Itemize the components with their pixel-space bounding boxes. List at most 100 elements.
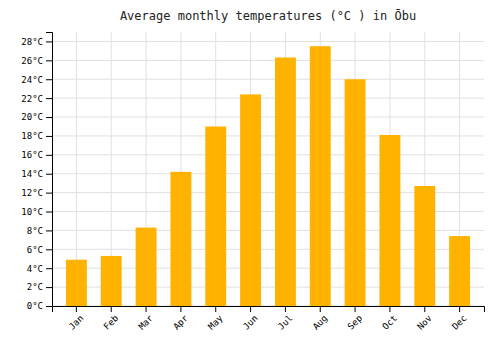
x-tick-label: Apr: [171, 313, 190, 332]
chart: 0°C 2°C 4°C 6°C 8°C 10°C 12°C 14°C 16°C 18°C 20°C 2…: [0, 0, 500, 350]
y-grid-line: [52, 154, 484, 155]
y-tick-label: 2°C: [27, 282, 43, 292]
x-tick: Jul: [276, 306, 295, 332]
x-tick-label: Jun: [241, 313, 260, 332]
y-tick-label: 26°C: [21, 56, 43, 66]
grid: [52, 32, 484, 306]
y-grid-line: [52, 60, 484, 61]
y-tick: 12°C: [21, 188, 52, 198]
x-tick: Sep: [346, 306, 365, 332]
x-tick-mark: [111, 306, 112, 312]
y-tick-mark: [46, 212, 52, 213]
y-tick: 6°C: [27, 245, 52, 255]
x-tick-mark: [389, 306, 390, 312]
y-tick-label: 20°C: [21, 112, 43, 122]
y-tick: 24°C: [21, 75, 52, 85]
y-tick: 2°C: [27, 282, 52, 292]
y-tick-label: 22°C: [21, 94, 43, 104]
x-tick-mark: [76, 306, 77, 312]
x-tick-mark: [180, 306, 181, 312]
y-tick: 16°C: [21, 150, 52, 160]
y-tick-mark: [46, 306, 52, 307]
y-tick-mark: [46, 249, 52, 250]
x-tick-mark: [355, 306, 356, 312]
x-tick-mark: [215, 306, 216, 312]
y-tick: 28°C: [21, 37, 52, 47]
plot: 0°C 2°C 4°C 6°C 8°C 10°C 12°C 14°C 16°C 18°C 20°C 2…: [21, 32, 484, 332]
y-grid-line: [52, 98, 484, 99]
x-tick-label: May: [206, 313, 225, 332]
y-tick-mark: [46, 287, 52, 288]
x-tick: Dec: [450, 306, 469, 332]
y-tick-label: 14°C: [21, 169, 43, 179]
bar: [101, 256, 122, 306]
y-tick-label: 24°C: [21, 75, 43, 85]
x-axis-line: [53, 307, 485, 313]
y-tick-mark: [46, 230, 52, 231]
y-tick-mark: [46, 41, 52, 42]
y-tick: 18°C: [21, 131, 52, 141]
x-tick: Aug: [311, 306, 330, 332]
x-tick: Oct: [380, 306, 399, 332]
x-tick: Feb: [102, 306, 121, 332]
bar: [414, 186, 435, 306]
x-tick-mark: [459, 306, 460, 312]
y-grid-line: [52, 79, 484, 80]
x-tick-label: Mar: [137, 313, 156, 332]
y-tick-label: 28°C: [21, 37, 43, 47]
y-tick-label: 12°C: [21, 188, 43, 198]
y-tick-label: 16°C: [21, 150, 43, 160]
bar: [170, 172, 191, 306]
x-tick-label: Oct: [380, 313, 399, 332]
bar: [136, 228, 157, 306]
x-tick-mark: [285, 306, 286, 312]
y-grid-line: [52, 117, 484, 118]
y-grid-line: [52, 173, 484, 174]
y-tick-label: 18°C: [21, 131, 43, 141]
y-tick-label: 0°C: [27, 301, 43, 311]
y-tick-label: 10°C: [21, 207, 43, 217]
y-tick: 26°C: [21, 56, 52, 66]
x-tick: Nov: [415, 306, 434, 332]
bar: [240, 94, 261, 306]
y-tick-mark: [46, 136, 52, 137]
y-tick-mark: [46, 117, 52, 118]
x-tick-label: Jul: [276, 313, 295, 332]
x-tick: Jun: [241, 306, 260, 332]
y-tick-mark: [46, 268, 52, 269]
bar: [205, 126, 226, 306]
x-tick-label: Jan: [67, 313, 86, 332]
x-tick: Jan: [67, 306, 86, 332]
y-tick: 14°C: [21, 169, 52, 179]
y-tick-mark: [46, 79, 52, 80]
y-grid-line: [52, 135, 484, 136]
x-tick-mark: [320, 306, 321, 312]
x-tick-label: Nov: [415, 313, 434, 332]
bars: [66, 46, 470, 306]
y-tick-mark: [46, 193, 52, 194]
x-axis: Jan Feb Mar Apr May Jun Jul Aug Sep Oct Nov Dec: [53, 306, 485, 332]
x-tick-label: Sep: [346, 313, 365, 332]
bar: [345, 79, 366, 306]
y-tick: 0°C: [27, 301, 52, 311]
y-tick-label: 4°C: [27, 264, 43, 274]
y-grid-line: [52, 41, 484, 42]
y-axis: 0°C 2°C 4°C 6°C 8°C 10°C 12°C 14°C 16°C 18°C 20°C 2…: [21, 33, 52, 312]
y-tick: 4°C: [27, 264, 52, 274]
y-tick: 8°C: [27, 226, 52, 236]
y-tick: 10°C: [21, 207, 52, 217]
y-tick: 20°C: [21, 112, 52, 122]
y-tick: 22°C: [21, 94, 52, 104]
y-tick-mark: [46, 60, 52, 61]
x-tick-label: Aug: [311, 313, 330, 332]
bar: [66, 260, 87, 306]
x-tick: Mar: [137, 306, 156, 332]
y-tick-mark: [46, 155, 52, 156]
bar: [310, 46, 331, 306]
x-tick-label: Feb: [102, 313, 121, 332]
y-axis-line: [46, 33, 53, 307]
x-tick-label: Dec: [450, 313, 469, 332]
bar: [379, 135, 400, 306]
x-tick-mark: [250, 306, 251, 312]
bar: [449, 236, 470, 306]
